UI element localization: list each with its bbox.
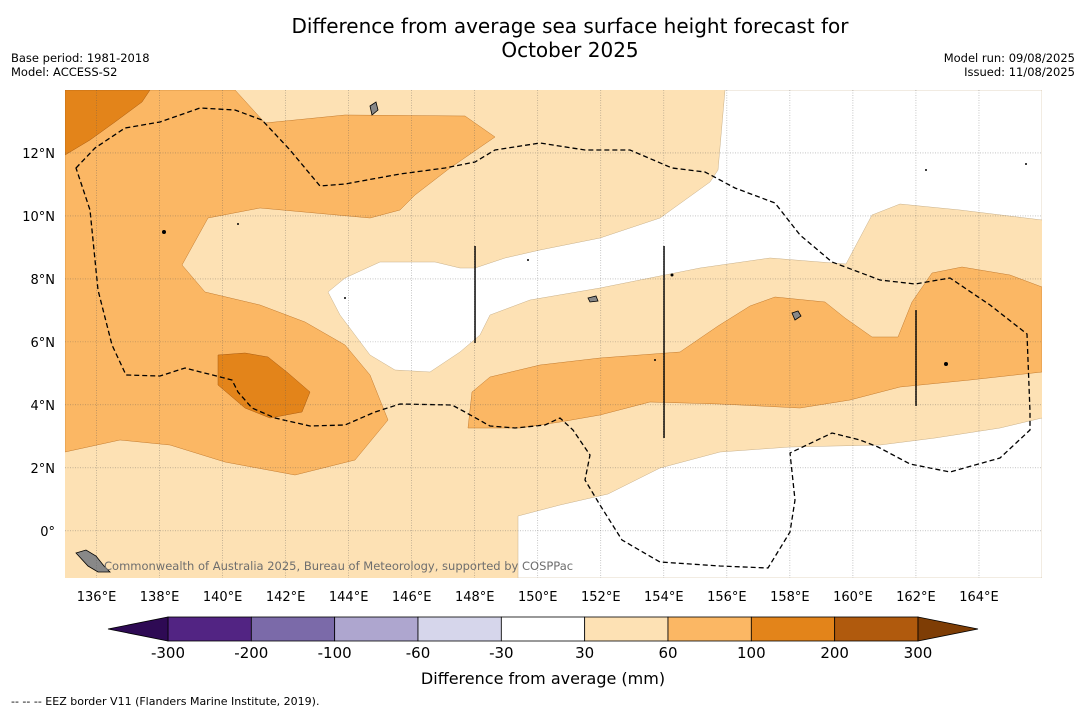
anomaly-band-60-100-east [467, 266, 1042, 429]
lon-tick-label: 140°E [203, 590, 243, 605]
colorbar-tick-label: 60 [658, 644, 677, 662]
islet [1025, 163, 1027, 165]
islet [344, 297, 346, 299]
lon-tick-label: 146°E [392, 590, 432, 605]
model-run: Model run: 09/08/2025 [943, 51, 1075, 65]
islet [670, 273, 674, 277]
islet [925, 169, 927, 171]
colorbar-label: Difference from average (mm) [421, 669, 665, 688]
title-line-2: October 2025 [501, 38, 639, 62]
lat-tick-label: 4°N [31, 399, 56, 414]
lon-tick-label: 160°E [833, 590, 873, 605]
colorbar-segment [834, 616, 919, 642]
colorbar-tick-label: -30 [489, 644, 514, 662]
colorbar-tick-label: 300 [904, 644, 933, 662]
anomaly-band-neutral-lower [517, 417, 1042, 578]
axis-tick-labels: 136°E 138°E 140°E 142°E 144°E 146°E 148°E 150°E… [22, 147, 999, 605]
islet [162, 230, 166, 234]
lon-tick-label: 138°E [140, 590, 180, 605]
meta-left: Base period: 1981-2018 Model: ACCESS-S2 [11, 51, 150, 79]
lon-tick-label: 158°E [770, 590, 810, 605]
anomaly-band-60-100-west [65, 90, 496, 476]
anomaly-band-neutral-upper [327, 90, 1042, 373]
lat-tick-label: 12°N [22, 147, 55, 162]
meta-right: Model run: 09/08/2025 Issued: 11/08/2025 [944, 51, 1075, 79]
island-central [587, 295, 599, 303]
colorbar-tick-label: -100 [318, 644, 352, 662]
colorbar-tick-label: 200 [820, 644, 849, 662]
anomaly-band-100-200-northwest [65, 90, 151, 156]
colorbar-segment [500, 616, 586, 642]
islet [237, 223, 239, 225]
colorbar-tick-label: 30 [575, 644, 594, 662]
model-name: Model: ACCESS-S2 [11, 65, 118, 79]
lat-tick-label: 10°N [22, 210, 55, 225]
lat-tick-label: 0° [40, 525, 55, 540]
eez-footnote: -- -- -- EEZ border V11 (Flanders Marine… [11, 695, 320, 708]
colorbar-over-arrow [917, 616, 979, 642]
lon-tick-label: 162°E [896, 590, 936, 605]
colorbar-tick-label: -200 [234, 644, 268, 662]
eez-border-west [75, 107, 1031, 569]
lon-tick-label: 142°E [266, 590, 306, 605]
lon-tick-label: 164°E [959, 590, 999, 605]
lon-tick-label: 156°E [707, 590, 747, 605]
issued-date: Issued: 11/08/2025 [964, 65, 1075, 79]
islet [944, 362, 948, 366]
islet [527, 259, 529, 261]
lat-tick-label: 6°N [31, 336, 56, 351]
lon-tick-label: 150°E [518, 590, 558, 605]
copyright-text: Commonwealth of Australia 2025, Bureau o… [104, 559, 573, 573]
title-line-1: Difference from average sea surface heig… [291, 14, 849, 38]
map-plot-area: Commonwealth of Australia 2025, Bureau o… [65, 90, 1042, 578]
colorbar-segment [250, 616, 336, 642]
lon-tick-label: 152°E [581, 590, 621, 605]
colorbar-tick-label: -300 [151, 644, 185, 662]
lon-tick-label: 144°E [329, 590, 369, 605]
map-figure: Commonwealth of Australia 2025, Bureau o… [22, 90, 1042, 605]
island-southwest [75, 549, 111, 573]
lon-tick-label: 154°E [644, 590, 684, 605]
lat-tick-label: 2°N [31, 462, 56, 477]
colorbar-segment [334, 616, 419, 642]
chart-title: Difference from average sea surface heig… [0, 14, 1085, 62]
lon-tick-label: 136°E [77, 590, 117, 605]
colorbar-segment [584, 616, 669, 642]
island-east [791, 310, 802, 321]
islet [654, 359, 656, 361]
base-period: Base period: 1981-2018 [11, 51, 150, 65]
colorbar-under-arrow [107, 616, 169, 642]
colorbar-segment [667, 616, 752, 642]
colorbar: -300 -200 -100 -60 -30 30 60 100 200 300 Differen… [107, 616, 979, 688]
colorbar-segments [167, 616, 919, 642]
lat-tick-label: 8°N [31, 273, 56, 288]
colorbar-segment [750, 616, 836, 642]
island-north [369, 101, 379, 116]
colorbar-tick-label: 100 [737, 644, 766, 662]
colorbar-segment [167, 616, 252, 642]
lon-tick-label: 148°E [455, 590, 495, 605]
gridlines [65, 90, 1042, 578]
colorbar-tick-labels: -300 -200 -100 -60 -30 30 60 100 200 300 [151, 644, 932, 662]
colorbar-tick-label: -60 [406, 644, 431, 662]
colorbar-segment [417, 616, 502, 642]
anomaly-band-100-200-west [217, 352, 311, 419]
